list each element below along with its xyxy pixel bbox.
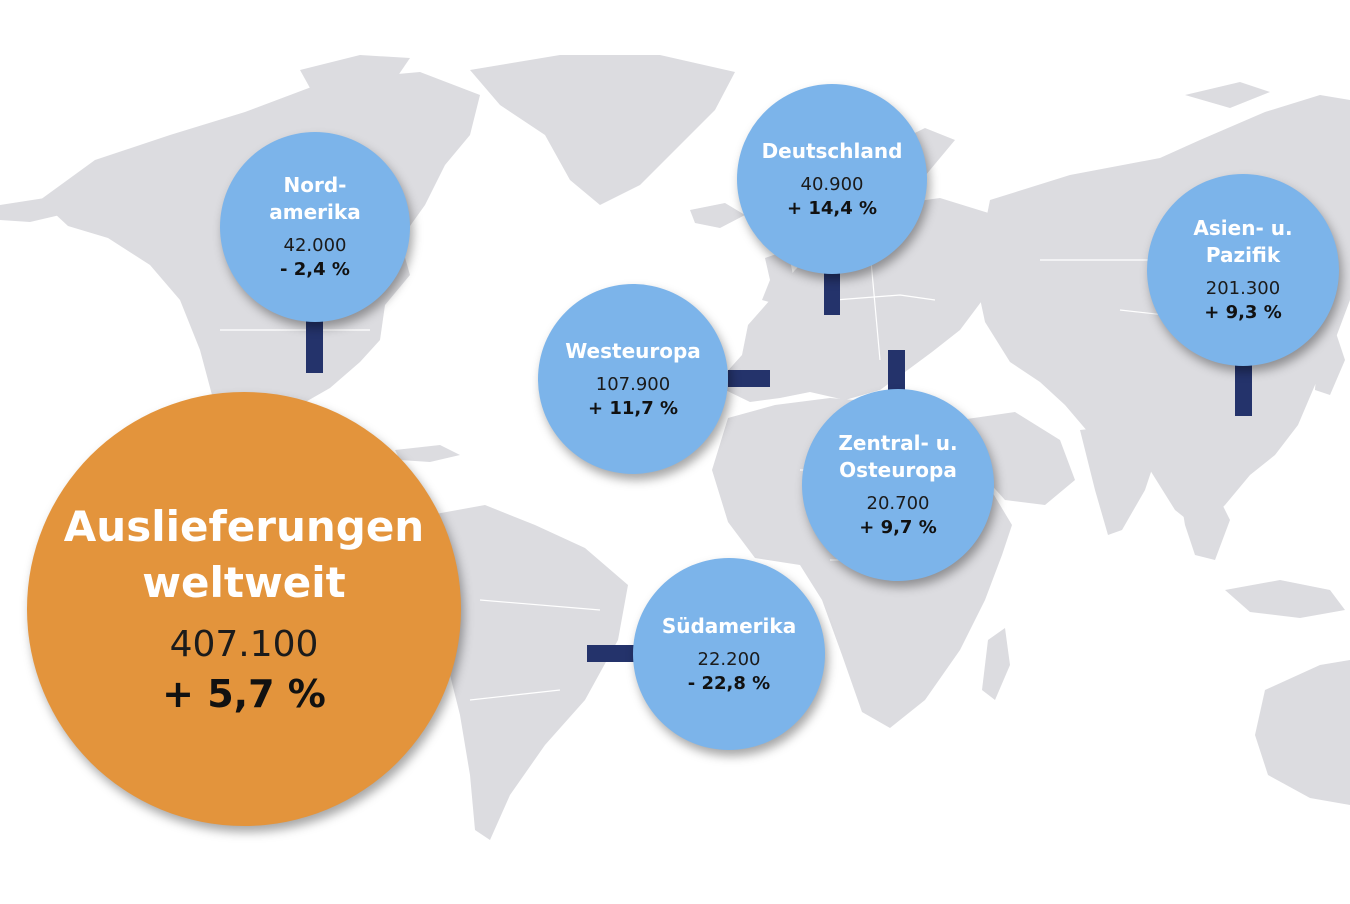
suedamerika-change: - 22,8 % xyxy=(687,672,771,694)
asien-change: + 9,3 % xyxy=(1204,302,1282,323)
asien-title-line2: Pazifik xyxy=(1205,243,1281,267)
bubble-nordamerika: Nord- amerika 42.000 - 2,4 % xyxy=(220,132,410,322)
japan-landmass xyxy=(1315,330,1345,395)
westeuropa-title: Westeuropa xyxy=(565,338,701,363)
total-title-line1: Auslieferungen xyxy=(63,502,425,551)
connector-zentral xyxy=(888,350,905,392)
southeast-asia-landmass xyxy=(1180,490,1230,560)
alaska-peninsula xyxy=(0,198,60,222)
madagascar-landmass xyxy=(982,628,1010,700)
nordamerika-title-line2: amerika xyxy=(269,200,361,224)
total-change: + 5,7 % xyxy=(162,672,326,716)
deutschland-title: Deutschland xyxy=(761,138,903,163)
deutschland-change: + 14,4 % xyxy=(786,197,878,219)
india-landmass xyxy=(1080,425,1160,535)
british-isles-landmass xyxy=(762,250,795,305)
connector-suedamerika xyxy=(587,645,634,662)
westeuropa-value: 107.900 xyxy=(595,373,671,395)
bubble-suedamerika: Südamerika 22.200 - 22,8 % xyxy=(633,558,825,750)
nordamerika-change: - 2,4 % xyxy=(280,259,350,280)
suedamerika-title: Südamerika xyxy=(661,613,797,638)
deutschland-value: 40.900 xyxy=(800,173,864,195)
connector-asien xyxy=(1235,355,1252,416)
bubble-asien: Asien- u. Pazifik 201.300 + 9,3 % xyxy=(1147,174,1339,366)
bubble-westeuropa: Westeuropa 107.900 + 11,7 % xyxy=(538,284,728,474)
total-value: 407.100 xyxy=(169,624,319,665)
nordamerika-value: 42.000 xyxy=(283,235,347,256)
indonesia-islands xyxy=(1225,580,1345,618)
greenland-landmass xyxy=(470,55,735,205)
westeuropa-change: + 11,7 % xyxy=(587,397,679,419)
bubble-total-worldwide: Auslieferungen weltweit 407.100 + 5,7 % xyxy=(27,392,461,826)
bubble-zentral-osteuropa: Zentral- u. Osteuropa 20.700 + 9,7 % xyxy=(802,389,994,581)
total-title-line2: weltweit xyxy=(142,558,346,607)
asien-title-line1: Asien- u. xyxy=(1193,216,1293,240)
zentral-title-line2: Osteuropa xyxy=(839,458,957,482)
nordamerika-title-line1: Nord- xyxy=(283,173,347,197)
zentral-title-line1: Zentral- u. xyxy=(838,431,958,455)
zentral-value: 20.700 xyxy=(866,493,930,514)
australia-landmass xyxy=(1255,660,1350,805)
arctic-islands xyxy=(300,55,410,92)
suedamerika-value: 22.200 xyxy=(697,648,761,670)
arctic-russia xyxy=(1185,82,1270,108)
europe-landmass xyxy=(715,198,1010,402)
connector-westeuropa xyxy=(728,370,770,387)
bubble-deutschland: Deutschland 40.900 + 14,4 % xyxy=(737,84,927,274)
south-america-landmass xyxy=(422,505,628,840)
asien-value: 201.300 xyxy=(1205,278,1281,299)
caribbean-islands xyxy=(395,445,460,462)
iceland-landmass xyxy=(690,203,745,228)
zentral-change: + 9,7 % xyxy=(859,517,937,538)
